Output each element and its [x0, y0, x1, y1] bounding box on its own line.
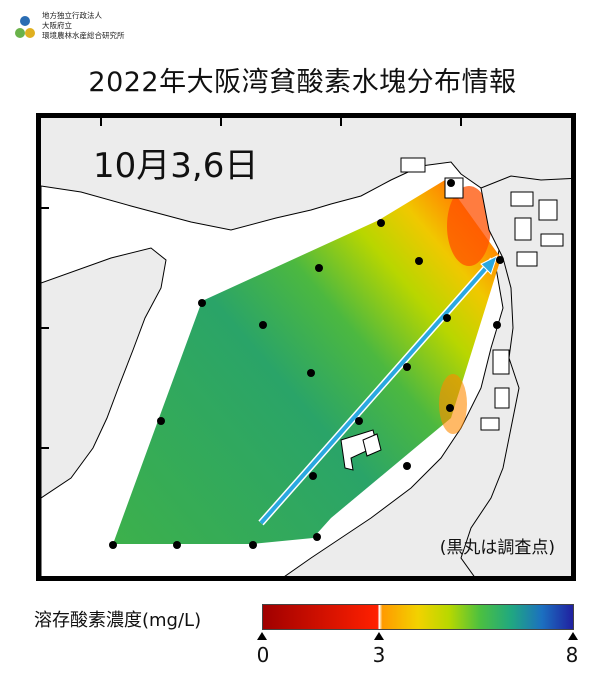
survey-point	[309, 472, 317, 480]
survey-point	[415, 257, 423, 265]
survey-point	[157, 417, 165, 425]
osaka-bay-map: 10月3,6日 (黒丸は調査点)	[36, 113, 576, 581]
survey-point	[443, 314, 451, 322]
survey-date: 10月3,6日	[93, 146, 259, 186]
survey-point-note: (黒丸は調査点)	[439, 538, 555, 558]
reclaimed-island-2	[362, 433, 382, 457]
survey-point	[355, 417, 363, 425]
legend-tick-8	[568, 632, 578, 640]
survey-point	[307, 369, 315, 377]
osaka-coast	[460, 175, 571, 576]
legend-label-3: 3	[372, 643, 386, 667]
legend-tick-0	[257, 632, 267, 640]
legend-label-8: 8	[565, 643, 579, 667]
org-line-3: 環境農林水産総合研究所	[42, 31, 125, 40]
logo-mark-icon	[15, 16, 35, 38]
organization-logo: 地方独立行政法人 大阪府立 環境農林水産総合研究所	[12, 10, 162, 46]
org-line-1: 地方独立行政法人	[42, 11, 102, 20]
port-structures	[400, 157, 564, 431]
survey-point	[259, 321, 267, 329]
survey-point	[377, 219, 385, 227]
survey-point	[493, 321, 501, 329]
survey-points	[109, 179, 504, 549]
survey-point	[446, 404, 454, 412]
survey-transect-arrow	[258, 255, 498, 526]
hypoxic-zone-east	[439, 374, 467, 434]
survey-point	[109, 541, 117, 549]
survey-point	[315, 264, 323, 272]
org-line-2: 大阪府立	[42, 21, 72, 30]
legend-title: 溶存酸素濃度(mg/L)	[34, 610, 202, 631]
survey-point	[173, 541, 181, 549]
survey-point	[447, 179, 455, 187]
legend-label-0: 0	[256, 643, 270, 667]
hypoxic-zone-north	[447, 186, 491, 266]
legend-color-bar	[262, 604, 574, 630]
survey-point	[496, 256, 504, 264]
survey-point	[249, 541, 257, 549]
legend-tick-3	[374, 632, 384, 640]
oxygen-distribution-area	[113, 180, 501, 544]
frame-ticks	[41, 118, 462, 449]
survey-point	[313, 533, 321, 541]
survey-point	[198, 299, 206, 307]
awaji-island	[41, 247, 167, 499]
page-title: 2022年大阪湾貧酸素水塊分布情報	[88, 67, 517, 98]
survey-point	[403, 462, 411, 470]
organization-name: 地方独立行政法人 大阪府立 環境農林水産総合研究所	[42, 11, 125, 41]
survey-point	[403, 363, 411, 371]
map-canvas	[41, 118, 571, 576]
